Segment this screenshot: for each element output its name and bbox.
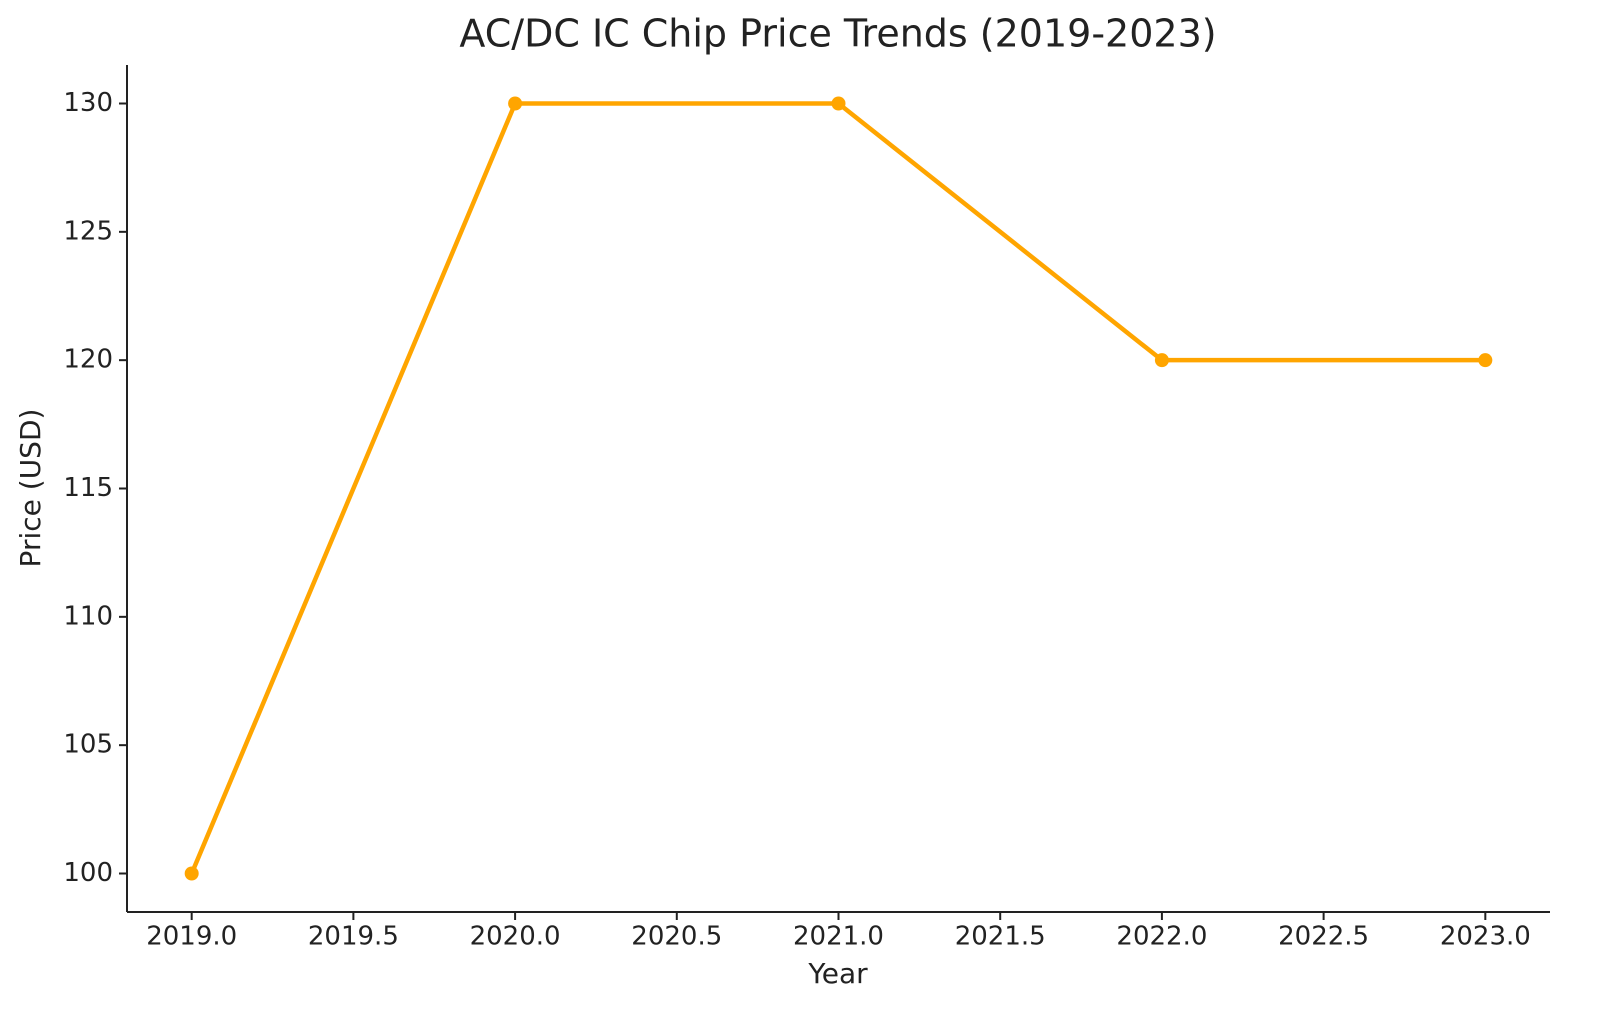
x-tick-label: 2019.0 xyxy=(146,922,237,952)
y-tick-label: 130 xyxy=(63,88,113,118)
x-tick-label: 2020.0 xyxy=(470,922,561,952)
marker xyxy=(184,866,199,881)
chart-title: AC/DC IC Chip Price Trends (2019-2023) xyxy=(459,12,1216,56)
x-tick-label: 2022.0 xyxy=(1116,922,1207,952)
marker xyxy=(831,96,846,111)
y-tick-label: 125 xyxy=(63,216,113,246)
x-tick-label: 2022.5 xyxy=(1278,922,1369,952)
x-tick-label: 2021.5 xyxy=(955,922,1046,952)
y-tick-label: 100 xyxy=(63,858,113,888)
y-tick-label: 105 xyxy=(63,730,113,760)
y-tick-label: 120 xyxy=(63,345,113,375)
x-tick-label: 2019.5 xyxy=(308,922,399,952)
marker xyxy=(508,96,523,111)
x-tick-label: 2021.0 xyxy=(793,922,884,952)
y-tick-label: 115 xyxy=(63,473,113,503)
x-axis-label: Year xyxy=(807,957,868,990)
y-tick-label: 110 xyxy=(63,601,113,631)
marker xyxy=(1154,353,1169,368)
x-tick-label: 2023.0 xyxy=(1440,922,1531,952)
marker xyxy=(1478,353,1493,368)
x-tick-label: 2020.5 xyxy=(631,922,722,952)
y-axis-label: Price (USD) xyxy=(14,409,47,568)
